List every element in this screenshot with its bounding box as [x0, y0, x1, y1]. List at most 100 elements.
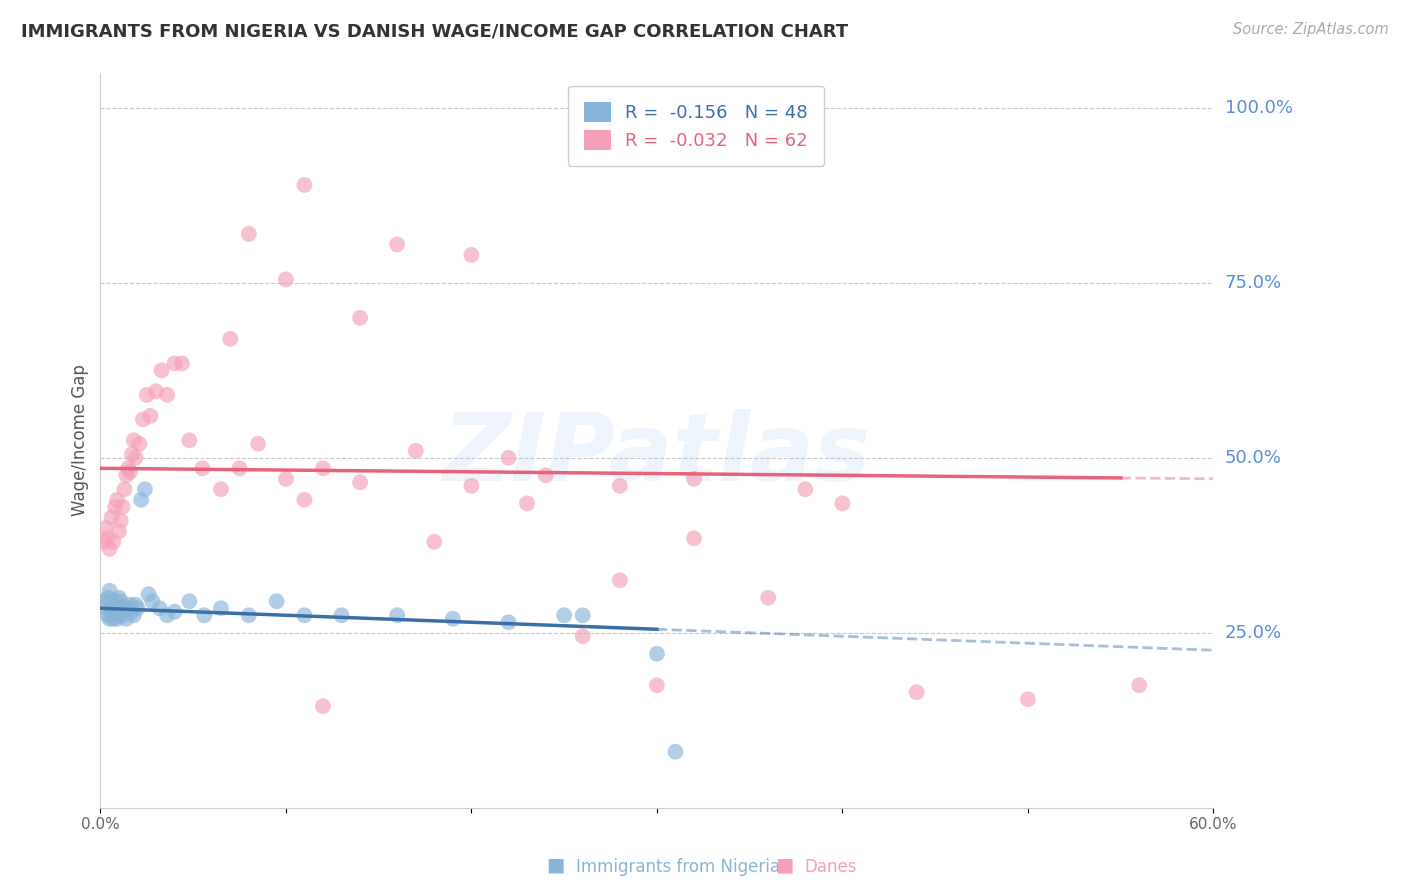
- Point: [122, 434, 145, 448]
- Point: [209, 483, 232, 497]
- Point: [98, 541, 121, 556]
- Point: [127, 601, 149, 615]
- Point: [498, 615, 520, 630]
- Point: [423, 534, 446, 549]
- Point: [156, 388, 179, 402]
- Point: [516, 496, 538, 510]
- Point: [219, 332, 242, 346]
- Point: [179, 594, 201, 608]
- Point: [266, 594, 288, 608]
- Point: [98, 583, 121, 598]
- Point: [121, 605, 143, 619]
- Point: [108, 591, 131, 605]
- Point: [609, 479, 631, 493]
- Point: [145, 384, 167, 399]
- Point: [135, 388, 157, 402]
- Point: [149, 601, 172, 615]
- Text: ■: ■: [546, 855, 565, 874]
- Point: [105, 601, 128, 615]
- Point: [104, 605, 127, 619]
- Text: IMMIGRANTS FROM NIGERIA VS DANISH WAGE/INCOME GAP CORRELATION CHART: IMMIGRANTS FROM NIGERIA VS DANISH WAGE/I…: [21, 22, 848, 40]
- Point: [385, 608, 408, 623]
- Point: [571, 629, 593, 643]
- Point: [97, 531, 120, 545]
- Point: [274, 472, 297, 486]
- Point: [163, 605, 186, 619]
- Point: [274, 272, 297, 286]
- Point: [385, 237, 408, 252]
- Point: [97, 608, 120, 623]
- Point: [128, 437, 150, 451]
- Point: [103, 598, 125, 612]
- Point: [460, 479, 482, 493]
- Point: [209, 601, 232, 615]
- Point: [349, 310, 371, 325]
- Point: [294, 608, 316, 623]
- Point: [117, 601, 139, 615]
- Point: [121, 447, 143, 461]
- Point: [111, 608, 134, 623]
- Point: [124, 450, 146, 465]
- Point: [118, 465, 141, 479]
- Point: [110, 601, 132, 615]
- Point: [105, 612, 128, 626]
- Point: [312, 461, 335, 475]
- Point: [156, 608, 179, 623]
- Point: [191, 461, 214, 475]
- Text: Source: ZipAtlas.com: Source: ZipAtlas.com: [1233, 22, 1389, 37]
- Point: [115, 612, 138, 626]
- Point: [294, 178, 316, 192]
- Point: [97, 591, 120, 605]
- Y-axis label: Wage/Income Gap: Wage/Income Gap: [72, 365, 89, 516]
- Point: [104, 594, 127, 608]
- Point: [122, 608, 145, 623]
- Point: [330, 608, 353, 623]
- Point: [150, 363, 173, 377]
- Point: [138, 587, 160, 601]
- Point: [114, 483, 136, 497]
- Point: [664, 745, 686, 759]
- Point: [553, 608, 575, 623]
- Point: [94, 521, 117, 535]
- Point: [498, 450, 520, 465]
- Text: ZIPatlas: ZIPatlas: [443, 409, 870, 501]
- Point: [94, 601, 117, 615]
- Point: [645, 647, 668, 661]
- Text: 100.0%: 100.0%: [1225, 99, 1292, 117]
- Point: [405, 443, 427, 458]
- Point: [193, 608, 215, 623]
- Point: [93, 594, 115, 608]
- Point: [98, 612, 121, 626]
- Text: 25.0%: 25.0%: [1225, 624, 1282, 641]
- Point: [118, 598, 141, 612]
- Point: [1017, 692, 1039, 706]
- Point: [683, 472, 706, 486]
- Point: [141, 594, 163, 608]
- Point: [228, 461, 250, 475]
- Point: [110, 514, 132, 528]
- Point: [108, 608, 131, 623]
- Point: [1128, 678, 1150, 692]
- Point: [134, 483, 156, 497]
- Point: [571, 608, 593, 623]
- Point: [460, 248, 482, 262]
- Text: Danes: Danes: [804, 858, 856, 876]
- Point: [100, 510, 122, 524]
- Point: [831, 496, 853, 510]
- Point: [100, 601, 122, 615]
- Point: [139, 409, 162, 423]
- Point: [93, 534, 115, 549]
- Point: [129, 492, 152, 507]
- Point: [534, 468, 557, 483]
- Point: [103, 534, 125, 549]
- Text: 50.0%: 50.0%: [1225, 449, 1281, 467]
- Point: [238, 227, 260, 241]
- Point: [111, 500, 134, 514]
- Point: [238, 608, 260, 623]
- Text: 75.0%: 75.0%: [1225, 274, 1282, 292]
- Point: [645, 678, 668, 692]
- Point: [683, 531, 706, 545]
- Point: [794, 483, 817, 497]
- Point: [103, 612, 125, 626]
- Point: [108, 524, 131, 539]
